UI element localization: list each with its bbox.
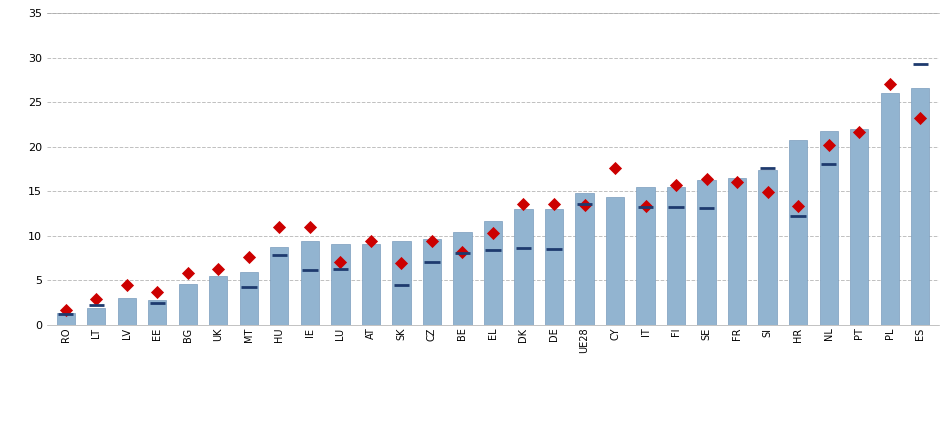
Bar (515, 209, 533, 325)
Bar (240, 272, 258, 325)
Bar (728, 178, 746, 325)
Bar (270, 247, 288, 325)
Point (668, 181, 684, 188)
Point (760, 188, 775, 195)
Point (913, 115, 928, 122)
Bar (636, 187, 655, 325)
Point (730, 179, 745, 186)
Bar (881, 93, 899, 325)
Point (485, 229, 501, 236)
Bar (362, 244, 380, 325)
Point (516, 201, 531, 208)
Point (699, 175, 714, 182)
Bar (331, 244, 350, 325)
Bar (483, 221, 502, 325)
Bar (850, 129, 868, 325)
Point (455, 248, 470, 255)
Bar (606, 197, 624, 325)
Point (241, 254, 256, 261)
Point (119, 281, 135, 288)
Point (58, 306, 73, 313)
Bar (575, 193, 593, 325)
Bar (148, 300, 167, 325)
Bar (57, 313, 75, 325)
Bar (819, 132, 838, 325)
Bar (666, 187, 685, 325)
Point (150, 288, 165, 295)
Point (821, 141, 836, 148)
Point (393, 260, 409, 267)
Point (302, 223, 318, 230)
Bar (118, 298, 136, 325)
Point (882, 81, 897, 88)
Point (89, 295, 104, 302)
Point (577, 202, 592, 209)
Bar (758, 170, 776, 325)
Point (363, 238, 378, 245)
Point (791, 203, 806, 210)
Point (180, 270, 195, 277)
Bar (789, 140, 808, 325)
Bar (301, 241, 319, 325)
Point (851, 129, 866, 136)
Bar (178, 284, 197, 325)
Bar (210, 276, 228, 325)
Bar (392, 241, 410, 325)
Bar (423, 239, 441, 325)
Point (546, 201, 561, 208)
Bar (87, 308, 105, 325)
Point (638, 203, 653, 210)
Bar (545, 209, 563, 325)
Point (608, 165, 623, 171)
Bar (698, 180, 716, 325)
Bar (911, 88, 929, 325)
Point (210, 265, 226, 272)
Point (333, 259, 348, 266)
Point (425, 238, 440, 245)
Legend: 2017, 2013, 2008: 2017, 2013, 2008 (396, 427, 590, 433)
Point (272, 223, 287, 230)
Bar (453, 232, 471, 325)
